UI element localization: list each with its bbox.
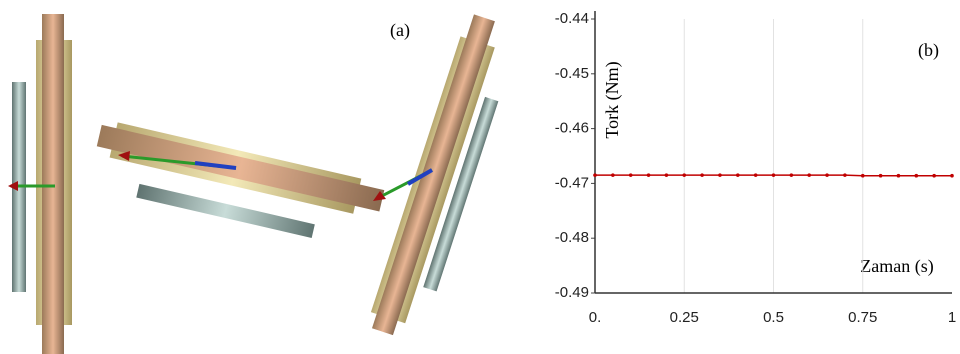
plate-group xyxy=(366,13,521,344)
plate-group xyxy=(88,119,386,251)
panel-a-render: (a) xyxy=(8,13,522,354)
y-tick-label: -0.49 xyxy=(555,284,589,301)
point xyxy=(629,173,633,177)
y-tick-label: -0.45 xyxy=(555,65,589,82)
panel-label: (b) xyxy=(918,40,939,61)
point xyxy=(772,173,776,177)
plate xyxy=(42,14,64,354)
point xyxy=(915,174,919,178)
x-tick-label: 1 xyxy=(948,309,956,326)
point xyxy=(790,173,794,177)
point xyxy=(700,173,704,177)
point xyxy=(682,173,686,177)
point xyxy=(950,174,954,178)
panel-label: (a) xyxy=(390,20,410,41)
point xyxy=(754,173,758,177)
point xyxy=(825,173,829,177)
x-tick-label: 0.25 xyxy=(670,309,699,326)
point xyxy=(807,173,811,177)
point xyxy=(879,174,883,178)
point xyxy=(932,174,936,178)
point xyxy=(593,173,597,177)
point xyxy=(647,173,651,177)
point xyxy=(861,174,865,178)
plate xyxy=(97,125,385,212)
point xyxy=(843,173,847,177)
y-tick-label: -0.47 xyxy=(555,174,589,191)
x-tick-label: 0.5 xyxy=(763,309,784,326)
x-tick-label: 0. xyxy=(589,309,602,326)
x-tick-label: 0.75 xyxy=(848,309,877,326)
y-tick-label: -0.48 xyxy=(555,229,589,246)
point xyxy=(897,174,901,178)
y-tick-label: -0.46 xyxy=(555,120,589,137)
page: (a) (b) Tork (Nm) Zaman (s) 0. 0.25 0.5 0.7… xyxy=(0,0,960,354)
y-tick-label: -0.44 xyxy=(555,10,589,27)
x-axis-label: Zaman (s) xyxy=(860,256,933,277)
y-axis-label: Tork (Nm) xyxy=(602,61,623,138)
point xyxy=(718,173,722,177)
chart: (b) Tork (Nm) Zaman (s) 0. 0.25 0.5 0.75 1 -0… xyxy=(555,10,956,326)
point xyxy=(665,173,669,177)
point xyxy=(611,173,615,177)
point xyxy=(736,173,740,177)
figure: (a) (b) Tork (Nm) Zaman (s) 0. 0.25 0.5 0.7… xyxy=(0,0,960,354)
